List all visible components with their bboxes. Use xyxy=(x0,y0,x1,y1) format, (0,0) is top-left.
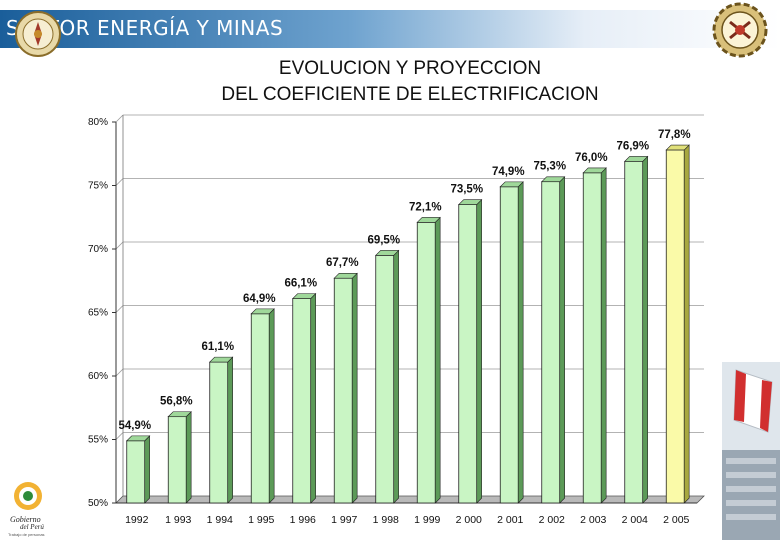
bar xyxy=(541,181,561,504)
gobierno-peru-logo: Gobierno del Perú Trabajo de personas xyxy=(8,482,45,537)
gridline-depth xyxy=(115,114,124,123)
bar xyxy=(209,361,229,504)
bar-top xyxy=(499,181,524,188)
x-tick-label: 1 997 xyxy=(331,514,357,526)
building-photo xyxy=(722,362,780,540)
y-tick-label: 50% xyxy=(88,498,108,509)
gov-name-2: del Perú xyxy=(20,523,44,531)
data-label: 66,1% xyxy=(284,278,317,290)
bar-top xyxy=(292,293,317,299)
data-label: 64,9% xyxy=(243,293,276,305)
bar-top xyxy=(624,156,649,162)
bar-top xyxy=(582,167,607,174)
chart-grid xyxy=(115,114,705,504)
gov-name-1: Gobierno xyxy=(10,515,41,524)
chart-labels: 54,9% 1992 56,8% 1 993 61,1% 1 994 64,9% 1 995 6… xyxy=(118,129,690,526)
bar-side xyxy=(559,176,565,504)
x-tick-label: 1 994 xyxy=(207,514,233,526)
bar xyxy=(665,149,685,504)
x-tick-label: 1992 xyxy=(125,514,149,526)
bar-side xyxy=(476,198,482,504)
x-tick-label: 2 004 xyxy=(622,514,648,526)
bar-top xyxy=(167,411,192,417)
data-label: 75,3% xyxy=(533,161,566,173)
x-tick-label: 1 996 xyxy=(290,514,316,526)
bar-side xyxy=(393,249,399,504)
bar-top xyxy=(541,176,566,182)
bar-top xyxy=(458,199,483,205)
header-bar xyxy=(0,10,780,48)
chart-bars xyxy=(126,144,690,504)
data-label: 77,8% xyxy=(658,129,691,141)
data-label: 61,1% xyxy=(201,341,234,353)
bar-top xyxy=(250,308,275,315)
y-tick-label: 55% xyxy=(88,435,108,446)
bar xyxy=(416,221,436,504)
chart-title-line-2: DEL COEFICIENTE DE ELECTRIFICACION xyxy=(221,84,599,105)
bar xyxy=(499,186,519,504)
bar-top xyxy=(209,356,234,363)
data-label: 76,0% xyxy=(575,152,608,164)
bar xyxy=(624,160,644,504)
bar xyxy=(250,313,270,504)
x-tick-label: 2 000 xyxy=(456,514,482,526)
y-tick-label: 75% xyxy=(88,181,108,192)
bar-side xyxy=(185,411,192,504)
x-tick-label: 2 002 xyxy=(539,514,565,526)
bar-side xyxy=(600,167,607,504)
gov-tagline: Trabajo de personas xyxy=(8,532,45,537)
y-tick-label: 70% xyxy=(88,244,108,255)
x-tick-label: 1 995 xyxy=(248,514,274,526)
y-tick-label: 60% xyxy=(88,371,108,382)
bar xyxy=(375,254,395,504)
ministry-seal-icon xyxy=(15,11,61,57)
bar xyxy=(292,298,312,504)
bar-top xyxy=(416,217,441,223)
data-label: 56,8% xyxy=(160,396,193,408)
bar-top xyxy=(375,250,400,256)
y-tick-label: 80% xyxy=(88,117,108,128)
x-tick-label: 2 005 xyxy=(663,514,689,526)
gridline-depth xyxy=(115,368,124,377)
bar xyxy=(333,277,353,504)
bar xyxy=(167,416,187,504)
y-tick-label: 65% xyxy=(88,308,108,319)
bar-top xyxy=(665,144,690,151)
bar-side xyxy=(642,155,648,504)
x-tick-label: 1 999 xyxy=(414,514,440,526)
data-label: 69,5% xyxy=(367,234,400,246)
bar-side xyxy=(310,292,316,504)
x-tick-label: 1 998 xyxy=(373,514,399,526)
bar-side xyxy=(434,216,441,504)
chart-title-line-1: EVOLUCION Y PROYECCION xyxy=(278,58,542,79)
gridline-depth xyxy=(115,178,124,186)
data-label: 76,9% xyxy=(616,140,649,152)
gridline-depth xyxy=(115,432,124,440)
gridline-depth xyxy=(115,305,124,313)
data-label: 74,9% xyxy=(492,166,525,178)
mining-gear-seal-icon xyxy=(712,2,768,58)
bar-side xyxy=(683,144,690,504)
bar-side xyxy=(227,356,233,504)
bar xyxy=(582,172,602,504)
data-label: 54,9% xyxy=(118,420,151,432)
bar-top xyxy=(333,273,358,279)
plot-floor xyxy=(115,495,705,504)
gridline-depth xyxy=(115,241,124,250)
x-tick-label: 2 003 xyxy=(580,514,606,526)
data-label: 67,7% xyxy=(326,257,359,269)
bar-side xyxy=(517,181,524,504)
bar-top xyxy=(126,435,151,442)
bar-side xyxy=(144,435,150,504)
bar xyxy=(126,440,146,504)
x-tick-label: 2 001 xyxy=(497,514,523,526)
data-label: 72,1% xyxy=(409,201,442,213)
data-label: 73,5% xyxy=(450,184,483,196)
bar xyxy=(458,204,478,504)
bar-side xyxy=(351,272,358,504)
x-tick-label: 1 993 xyxy=(165,514,191,526)
plot-wall xyxy=(116,115,704,503)
bar-side xyxy=(268,308,275,504)
